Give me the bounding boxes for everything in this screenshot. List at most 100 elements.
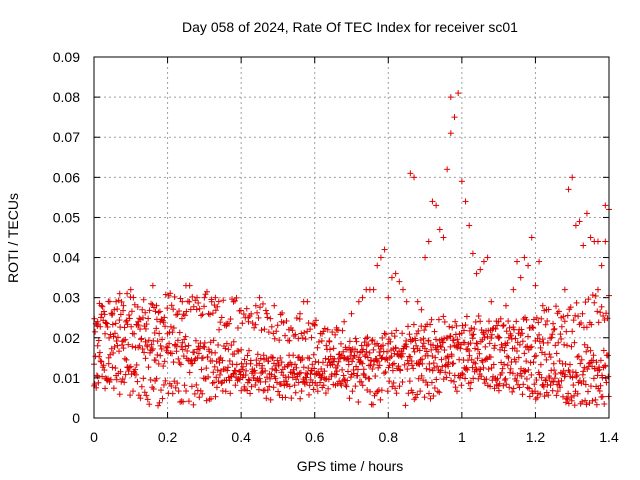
data-point xyxy=(349,358,356,365)
data-point xyxy=(441,347,448,354)
data-point xyxy=(490,361,497,368)
data-point xyxy=(392,385,399,392)
data-point xyxy=(342,382,349,389)
data-point xyxy=(548,378,555,385)
data-point xyxy=(291,361,298,368)
data-point xyxy=(583,210,590,217)
data-point xyxy=(584,366,591,373)
data-point xyxy=(474,340,481,347)
data-point xyxy=(406,378,413,385)
data-point xyxy=(425,238,432,245)
data-point xyxy=(131,330,138,337)
data-point xyxy=(211,363,218,370)
data-point xyxy=(475,313,482,320)
data-point xyxy=(98,358,105,365)
data-point xyxy=(428,346,435,353)
data-point xyxy=(415,375,422,382)
data-point xyxy=(209,310,216,317)
data-point xyxy=(374,262,381,269)
data-point xyxy=(165,292,172,299)
data-point xyxy=(464,366,471,373)
data-point xyxy=(513,347,520,354)
data-point xyxy=(159,336,166,343)
data-point xyxy=(434,342,441,349)
data-point xyxy=(355,399,362,406)
data-point xyxy=(144,396,151,403)
data-point xyxy=(304,354,311,361)
data-point xyxy=(472,318,479,325)
data-point xyxy=(578,319,585,326)
data-point xyxy=(103,320,110,327)
data-point xyxy=(168,302,175,309)
data-point xyxy=(423,365,430,372)
data-point xyxy=(192,297,199,304)
data-point xyxy=(106,334,113,341)
data-point xyxy=(417,337,424,344)
data-point xyxy=(560,367,567,374)
data-point xyxy=(155,402,162,409)
data-point xyxy=(485,318,492,325)
data-point xyxy=(463,313,470,320)
data-point xyxy=(314,382,321,389)
data-point xyxy=(449,324,456,331)
data-point xyxy=(235,348,242,355)
data-point xyxy=(518,326,525,333)
data-point xyxy=(503,381,510,388)
data-point xyxy=(569,328,576,335)
data-point xyxy=(135,392,142,399)
data-point xyxy=(558,323,565,330)
data-point xyxy=(498,341,505,348)
data-point xyxy=(432,354,439,361)
data-point xyxy=(547,335,554,342)
data-point xyxy=(245,376,252,383)
data-point xyxy=(584,344,591,351)
data-point xyxy=(273,328,280,335)
data-point xyxy=(298,330,305,337)
data-point xyxy=(160,319,167,326)
data-point xyxy=(385,294,392,301)
data-point xyxy=(603,379,610,386)
data-point xyxy=(388,330,395,337)
data-point xyxy=(397,367,404,374)
data-point xyxy=(354,366,361,373)
data-point xyxy=(174,311,181,318)
data-point xyxy=(182,333,189,340)
data-point xyxy=(351,352,358,359)
data-point xyxy=(199,354,206,361)
data-point xyxy=(531,381,538,388)
data-point xyxy=(219,357,226,364)
data-point xyxy=(109,364,116,371)
data-point xyxy=(417,356,424,363)
data-point xyxy=(139,345,146,352)
data-point xyxy=(216,326,223,333)
data-point xyxy=(203,365,210,372)
data-point xyxy=(184,298,191,305)
data-point xyxy=(127,363,134,370)
data-point xyxy=(505,318,512,325)
data-point xyxy=(320,328,327,335)
data-point xyxy=(97,323,104,330)
data-point xyxy=(579,310,586,317)
data-point xyxy=(587,347,594,354)
data-point xyxy=(519,391,526,398)
data-point xyxy=(486,340,493,347)
data-point xyxy=(570,382,577,389)
data-point xyxy=(216,371,223,378)
data-point xyxy=(438,344,445,351)
data-point xyxy=(482,343,489,350)
data-point xyxy=(409,336,416,343)
data-point xyxy=(186,369,193,376)
data-point xyxy=(382,331,389,338)
data-point xyxy=(230,371,237,378)
data-point xyxy=(472,345,479,352)
data-point xyxy=(167,323,174,330)
data-point xyxy=(574,390,581,397)
data-point xyxy=(297,310,303,317)
data-point xyxy=(538,315,545,322)
data-point xyxy=(228,342,235,349)
data-point xyxy=(99,303,106,310)
data-point xyxy=(378,355,385,362)
data-point xyxy=(352,335,359,342)
data-point xyxy=(544,339,551,346)
data-point xyxy=(462,198,469,205)
